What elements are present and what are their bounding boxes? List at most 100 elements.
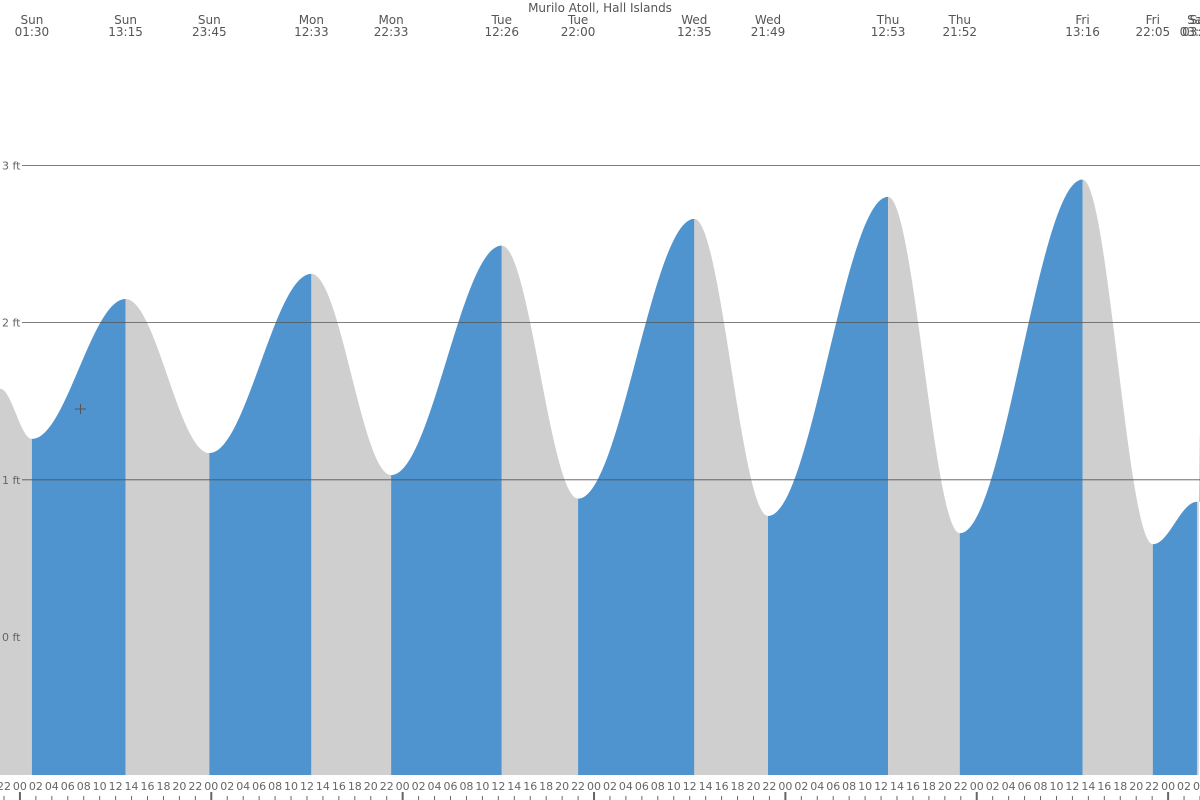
x-tick-label: 16 bbox=[715, 780, 729, 793]
event-day-label: Fri bbox=[1075, 13, 1089, 27]
x-tick-label: 10 bbox=[475, 780, 489, 793]
x-tick-label: 22 bbox=[571, 780, 585, 793]
x-tick-label: 04 bbox=[1193, 780, 1200, 793]
event-time-label: 13:16 bbox=[1065, 25, 1100, 39]
y-tick-label: 1 ft bbox=[2, 474, 21, 487]
x-tick-label: 08 bbox=[268, 780, 282, 793]
event-time-label: 22:00 bbox=[561, 25, 596, 39]
event-time-label: 03:56 bbox=[1182, 25, 1200, 39]
event-day-label: Wed bbox=[681, 13, 707, 27]
event-time-label: 01:30 bbox=[15, 25, 50, 39]
event-time-label: 13:15 bbox=[108, 25, 143, 39]
x-tick-label: 04 bbox=[236, 780, 250, 793]
event-day-label: Thu bbox=[947, 13, 971, 27]
x-tick-label: 00 bbox=[778, 780, 792, 793]
x-tick-label: 00 bbox=[13, 780, 27, 793]
x-tick-label: 02 bbox=[29, 780, 43, 793]
x-tick-label: 06 bbox=[635, 780, 649, 793]
x-tick-label: 16 bbox=[1097, 780, 1111, 793]
x-tick-label: 16 bbox=[906, 780, 920, 793]
x-tick-label: 14 bbox=[125, 780, 139, 793]
chart-title: Murilo Atoll, Hall Islands bbox=[528, 1, 672, 15]
x-tick-label: 12 bbox=[300, 780, 314, 793]
event-day-label: Sun bbox=[198, 13, 221, 27]
rising-tide-area bbox=[959, 179, 1083, 776]
x-tick-label: 10 bbox=[858, 780, 872, 793]
x-tick-label: 20 bbox=[938, 780, 952, 793]
falling-tide-area bbox=[311, 273, 392, 775]
x-tick-label: 14 bbox=[699, 780, 713, 793]
event-day-label: Fri bbox=[1146, 13, 1160, 27]
x-tick-label: 16 bbox=[523, 780, 537, 793]
x-tick-label: 20 bbox=[172, 780, 186, 793]
x-tick-label: 04 bbox=[45, 780, 59, 793]
x-tick-label: 06 bbox=[443, 780, 457, 793]
x-tick-label: 20 bbox=[746, 780, 760, 793]
event-day-label: Tue bbox=[567, 13, 589, 27]
event-labels: Sun01:30Sun13:15Sun23:45Mon12:33Mon22:33… bbox=[15, 13, 1200, 39]
x-tick-label: 12 bbox=[1065, 780, 1079, 793]
y-axis-labels: 0 ft 1 ft 2 ft 3 ft bbox=[2, 159, 21, 644]
x-tick-label: 02 bbox=[986, 780, 1000, 793]
falling-tide-area bbox=[1082, 179, 1153, 776]
x-tick-label: 08 bbox=[651, 780, 665, 793]
rising-tide-area bbox=[31, 299, 126, 775]
x-tick-label: 06 bbox=[826, 780, 840, 793]
x-tick-label: 08 bbox=[842, 780, 856, 793]
event-time-label: 12:35 bbox=[677, 25, 712, 39]
x-tick-label: 08 bbox=[1034, 780, 1048, 793]
x-tick-label: 06 bbox=[252, 780, 266, 793]
x-tick-label: 14 bbox=[316, 780, 330, 793]
event-day-label: Wed bbox=[755, 13, 781, 27]
x-tick-label: 22 bbox=[0, 780, 11, 793]
x-tick-label: 16 bbox=[332, 780, 346, 793]
x-tick-label: 14 bbox=[507, 780, 521, 793]
falling-tide-area bbox=[125, 299, 210, 775]
rising-tide-area bbox=[1152, 501, 1197, 775]
x-tick-label: 02 bbox=[220, 780, 234, 793]
event-time-label: 12:26 bbox=[484, 25, 519, 39]
x-tick-label: 18 bbox=[731, 780, 745, 793]
x-tick-label: 02 bbox=[412, 780, 426, 793]
x-tick-label: 10 bbox=[1049, 780, 1063, 793]
x-tick-label: 12 bbox=[683, 780, 697, 793]
event-day-label: Sat bbox=[1187, 13, 1200, 27]
rising-tide-area bbox=[578, 218, 695, 776]
x-tick-label: 00 bbox=[1161, 780, 1175, 793]
event-time-label: 22:33 bbox=[374, 25, 409, 39]
x-tick-label: 20 bbox=[555, 780, 569, 793]
x-tick-label: 06 bbox=[1018, 780, 1032, 793]
event-day-label: Tue bbox=[491, 13, 513, 27]
rising-tide-area bbox=[391, 245, 502, 775]
x-tick-label: 12 bbox=[874, 780, 888, 793]
x-tick-label: 22 bbox=[188, 780, 202, 793]
event-day-label: Sun bbox=[114, 13, 137, 27]
x-tick-label: 00 bbox=[204, 780, 218, 793]
grid-layer bbox=[22, 164, 1200, 481]
x-tick-label: 04 bbox=[1002, 780, 1016, 793]
x-tick-label: 06 bbox=[61, 780, 75, 793]
x-tick-label: 18 bbox=[348, 780, 362, 793]
x-tick-label: 02 bbox=[794, 780, 808, 793]
x-tick-label: 20 bbox=[1129, 780, 1143, 793]
rising-tide-area bbox=[768, 196, 889, 776]
event-time-label: 21:49 bbox=[751, 25, 786, 39]
falling-tide-area bbox=[694, 218, 768, 776]
x-tick-label: 02 bbox=[1177, 780, 1191, 793]
falling-tide-area bbox=[888, 196, 960, 776]
x-tick-label: 12 bbox=[491, 780, 505, 793]
x-tick-label: 04 bbox=[810, 780, 824, 793]
cursor-crosshair-icon bbox=[75, 404, 86, 414]
x-tick-label: 00 bbox=[587, 780, 601, 793]
falling-tide-area bbox=[501, 245, 579, 775]
x-tick-label: 22 bbox=[954, 780, 968, 793]
event-time-label: 03:37 bbox=[1180, 25, 1200, 39]
x-tick-label: 08 bbox=[77, 780, 91, 793]
event-day-label: Mon bbox=[378, 13, 403, 27]
x-tick-label: 00 bbox=[396, 780, 410, 793]
x-tick-label: 10 bbox=[284, 780, 298, 793]
falling-tide-area bbox=[0, 388, 32, 775]
x-tick-label: 18 bbox=[156, 780, 170, 793]
x-tick-label: 04 bbox=[428, 780, 442, 793]
